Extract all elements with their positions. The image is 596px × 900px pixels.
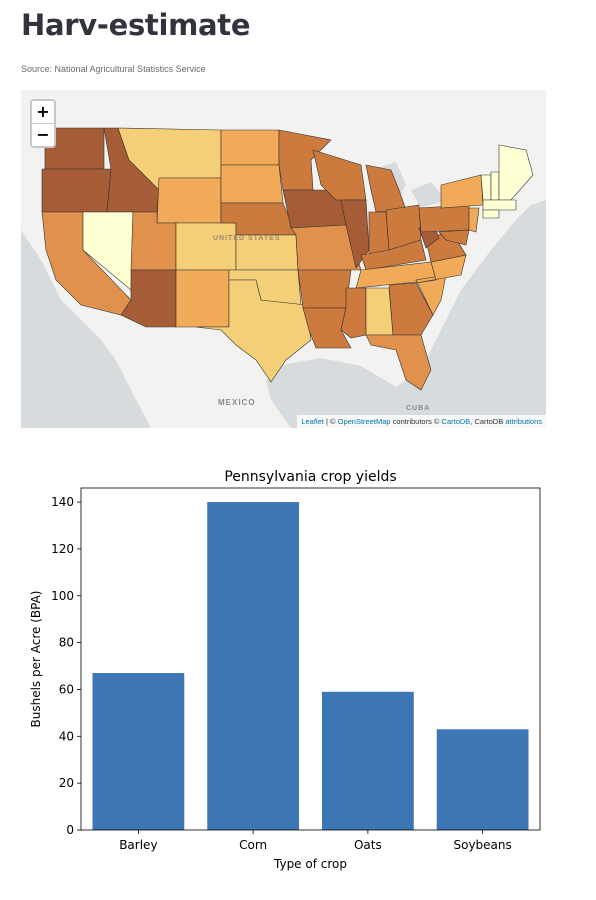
map-attribution: Leaflet | © OpenStreetMap contributors ©… (297, 415, 546, 428)
zoom-control: + − (30, 99, 56, 148)
x-tick-label: Corn (239, 838, 267, 852)
state-new-hampshire[interactable] (490, 171, 500, 201)
plot-frame (80, 487, 541, 831)
attribution-cartodb: , CartoDB (470, 417, 506, 426)
y-tick-label: 0 (66, 823, 74, 837)
cartodb-link[interactable]: CartoDB (441, 417, 471, 426)
state-maine[interactable] (498, 144, 534, 201)
attributions-link[interactable]: attributions (505, 417, 542, 426)
bar-corn (207, 502, 300, 830)
y-tick-label: 140 (51, 495, 74, 509)
state-alabama[interactable] (365, 287, 394, 336)
chart-title: Pennsylvania crop yields (224, 469, 396, 485)
attribution-contributors: contributors © (390, 417, 442, 426)
state-wyoming[interactable] (156, 177, 222, 224)
state-connecticut[interactable] (482, 209, 500, 219)
label-mexico: MEXICO (218, 398, 256, 407)
osm-link[interactable]: OpenStreetMap (337, 417, 391, 426)
x-tick-label: Oats (354, 838, 382, 852)
state-georgia[interactable] (388, 282, 434, 336)
state-massachusetts[interactable] (482, 199, 517, 211)
zoom-in-button[interactable]: + (36, 102, 50, 121)
map-canvas[interactable]: UNITED STATES MEXICO CUBA (21, 90, 546, 428)
attribution-sep: | © (323, 417, 338, 426)
state-vermont[interactable] (480, 174, 492, 201)
gulf-of-mexico (276, 358, 416, 428)
state-south-dakota[interactable] (220, 164, 284, 204)
state-north-dakota[interactable] (220, 129, 280, 166)
source-caption: Source: National Agricultural Statistics… (21, 64, 206, 74)
app-title: Harv-estimate (21, 8, 251, 42)
atlantic-ocean (426, 210, 546, 428)
bar-barley (92, 673, 185, 830)
zoom-out-button[interactable]: − (32, 123, 54, 146)
y-tick-label: 100 (51, 589, 74, 603)
state-colorado[interactable] (175, 222, 237, 271)
x-axis-label: Type of crop (273, 857, 347, 871)
leaflet-link[interactable]: Leaflet (301, 417, 324, 426)
state-arkansas[interactable] (297, 269, 352, 309)
state-new-jersey[interactable] (468, 207, 480, 233)
y-tick-label: 20 (59, 776, 74, 790)
state-texas[interactable] (195, 279, 312, 383)
state-pennsylvania[interactable] (418, 204, 470, 233)
bar-oats (321, 691, 414, 830)
state-oregon[interactable] (41, 168, 112, 213)
y-tick-label: 40 (59, 729, 74, 743)
label-cuba: CUBA (406, 405, 430, 412)
bar-soybeans (436, 729, 529, 830)
y-tick-label: 80 (59, 636, 74, 650)
x-tick-label: Barley (119, 838, 157, 852)
state-new-mexico[interactable] (175, 269, 230, 328)
state-kentucky[interactable] (360, 239, 427, 271)
y-axis-label: Bushels per Acre (BPA) (29, 591, 43, 728)
y-tick-label: 60 (59, 682, 74, 696)
state-florida[interactable] (365, 334, 432, 391)
state-maryland[interactable] (438, 229, 470, 246)
y-tick-label: 120 (51, 542, 74, 556)
choropleth-map[interactable]: UNITED STATES MEXICO CUBA + − Leaflet | … (21, 90, 546, 428)
crop-yield-chart: Pennsylvania crop yields Barley Corn Oats So… (29, 469, 541, 871)
label-united-states: UNITED STATES (213, 235, 281, 242)
x-tick-label: Soybeans (453, 838, 511, 852)
us-states[interactable] (41, 127, 534, 391)
